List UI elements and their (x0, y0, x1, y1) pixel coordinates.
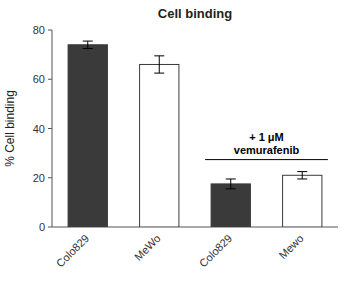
annotation: + 1 μMvemurafenib (234, 131, 300, 156)
title: Cell binding (158, 6, 232, 21)
chart-svg: Cell binding % Cell binding 0 20 40 60 80 Colo8… (0, 0, 350, 289)
x-tick-label: Colo829 (197, 232, 234, 269)
y-tick-label: 40 (33, 123, 45, 135)
y-tick (48, 227, 52, 228)
bar (140, 64, 179, 227)
y-tick (48, 79, 52, 80)
y-axis: 0 20 40 60 80 (33, 24, 52, 233)
x-tick-label: MeWo (132, 232, 163, 263)
error-bar (154, 56, 164, 73)
error-bar (83, 41, 93, 48)
y-tick (48, 30, 52, 31)
annotation-line (205, 159, 328, 160)
bar (283, 175, 322, 227)
error-bar (297, 172, 307, 179)
bar (211, 184, 250, 227)
y-tick-label: 80 (33, 24, 45, 36)
y-tick-label: 20 (33, 172, 45, 184)
y-tick-label: 0 (39, 221, 45, 233)
y-axis-label: % Cell binding (3, 90, 17, 167)
annotation-line-text: vemurafenib (234, 144, 300, 156)
y-tick-label: 60 (33, 73, 45, 85)
y-tick (48, 128, 52, 129)
bar (68, 45, 107, 227)
y-tick (48, 177, 52, 178)
annotation-line-text: + 1 μM (249, 131, 284, 143)
error-bar (226, 179, 236, 189)
y-axis-line (52, 30, 53, 227)
chart-container: Cell binding % Cell binding 0 20 40 60 80 Colo8… (0, 0, 350, 289)
x-tick-label: Colo829 (54, 232, 91, 269)
x-tick-label: Mewo (276, 232, 305, 261)
plot-area (68, 41, 322, 227)
